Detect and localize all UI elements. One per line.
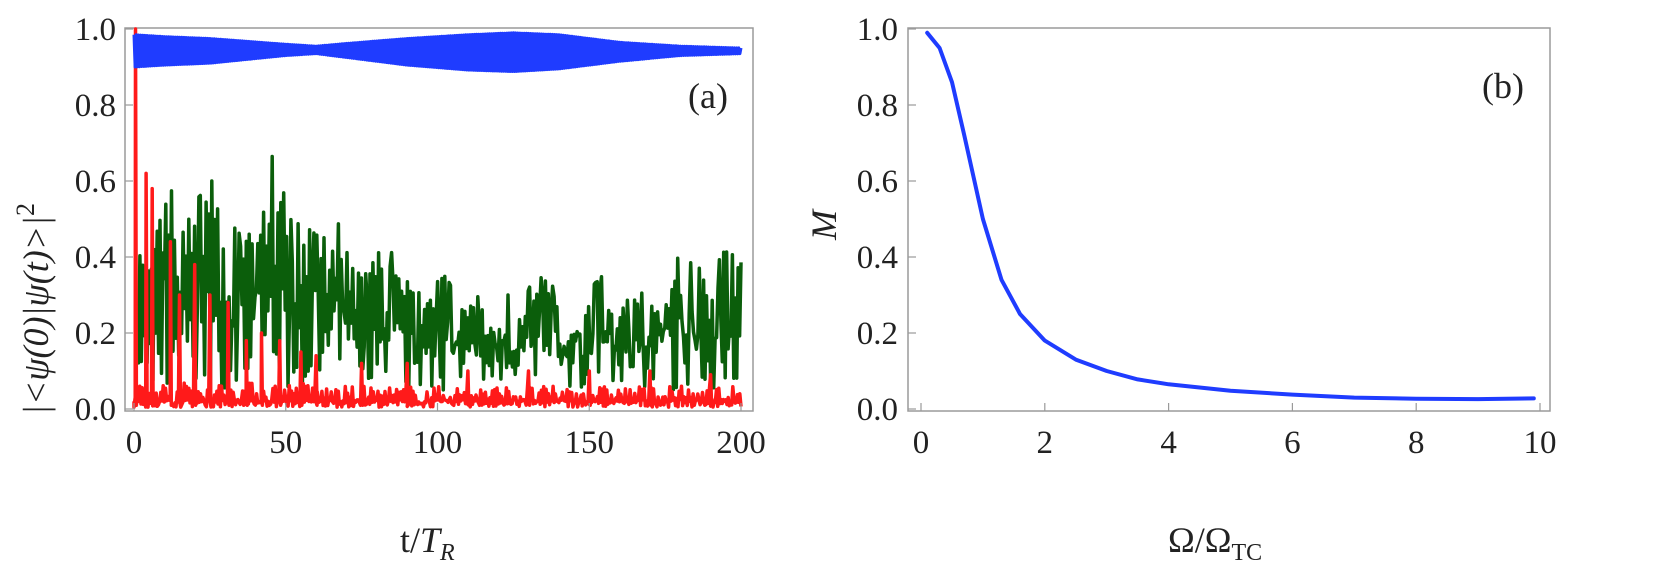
panel-b-ytick-label: 0.8 [857,88,898,124]
panel-b-series [925,30,1536,402]
panel-b-xtick-label: 10 [1524,425,1557,461]
series-green [135,154,743,392]
panel-a-xtick-label: 0 [126,425,143,461]
panel-b-xtick-label: 2 [1037,425,1054,461]
series-M [925,30,1536,402]
panel-a-y-ticks: 0.0 0.2 0.4 0.6 0.8 1.0 [75,12,133,428]
panel-a-xtick-label: 100 [413,425,463,461]
panel-b-ytick-label: 1.0 [857,12,898,48]
panel-b-ytick-label: 0.2 [857,316,898,352]
panel-a-ytick-label: 0.0 [75,392,116,428]
panel-a-series [132,27,743,409]
panel-a-ytick-label: 0.2 [75,316,116,352]
panel-b-xtick-label: 8 [1408,425,1425,461]
panel-a-xtick-label: 50 [269,425,302,461]
panel-a-x-ticks: 0 50 100 150 200 [126,403,766,461]
panel-a: 0.0 0.2 0.4 0.6 0.8 1.0 0 50 100 150 200 (a) t/TR… [11,12,766,563]
panel-b-xtick-label: 6 [1284,425,1301,461]
panel-b-ytick-label: 0.0 [857,392,898,428]
panel-a-ytick-label: 0.8 [75,88,116,124]
panel-b-ytick-label: 0.4 [857,240,898,276]
panel-b-ytick-label: 0.6 [857,164,898,200]
panel-b-x-ticks: 0 2 4 6 8 10 [913,403,1557,461]
series-blue [132,31,743,73]
panel-a-xtick-label: 150 [565,425,615,461]
panel-a-ylabel: |<ψ(0)|ψ(t)>|2 [11,203,56,415]
panel-b-label: (b) [1482,66,1524,106]
panel-a-label: (a) [688,76,728,116]
panel-b-ylabel: M [804,208,844,241]
series-red [132,27,743,409]
panel-b-xtick-label: 0 [913,425,930,461]
panel-b-y-ticks: 0.0 0.2 0.4 0.6 0.8 1.0 [857,12,916,428]
panel-a-frame [124,27,754,412]
panel-b-xtick-label: 4 [1160,425,1177,461]
panel-a-ytick-label: 0.4 [75,240,116,276]
panel-b-xlabel: Ω/ΩTC [1168,520,1262,563]
panel-b-frame [907,27,1551,412]
panel-a-xlabel: t/TR [400,520,455,563]
panel-a-ytick-label: 1.0 [75,12,116,48]
panel-a-xtick-label: 200 [716,425,766,461]
panel-b: 0.0 0.2 0.4 0.6 0.8 1.0 0 2 4 6 8 10 (b) Ω/ΩTC M [804,12,1557,563]
panel-a-ytick-label: 0.6 [75,164,116,200]
